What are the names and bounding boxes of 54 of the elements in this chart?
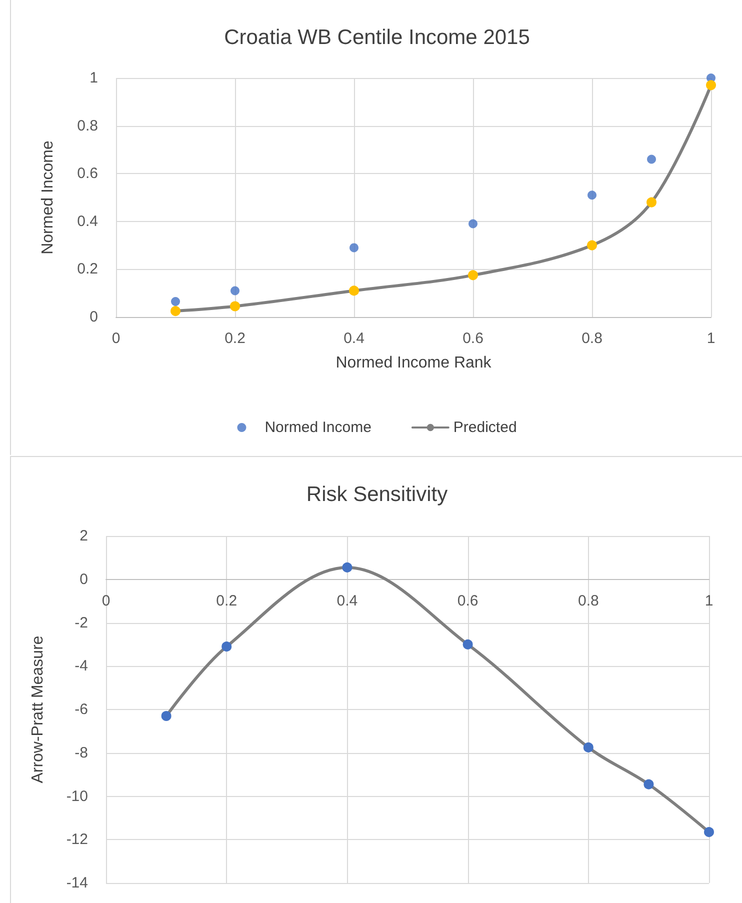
y-tick-label: -4 — [74, 658, 88, 675]
point — [170, 306, 180, 316]
x-tick-label: 0.4 — [336, 592, 358, 610]
x-tick-label: 0.8 — [578, 592, 599, 610]
x-tick-label: 1 — [704, 592, 714, 610]
x-tick-label: 0 — [102, 592, 110, 610]
point — [588, 190, 596, 200]
legend-label: Predicted — [453, 419, 517, 436]
point — [350, 243, 358, 252]
x-tick-label: 0.6 — [462, 330, 484, 347]
point — [704, 827, 714, 838]
y-tick-label: 1 — [90, 70, 98, 86]
y-axis-title: Normed Income — [40, 140, 56, 254]
point — [468, 270, 478, 280]
y-tick-label: -8 — [74, 744, 88, 762]
y-tick-label: 0 — [90, 308, 98, 326]
x-tick-label: 0.2 — [216, 592, 238, 610]
point — [161, 711, 172, 722]
y-tick-label: -14 — [66, 874, 88, 892]
x-tick-label: 0 — [112, 330, 120, 347]
x-tick-label: 0.4 — [344, 330, 364, 347]
x-tick-label: 0.8 — [582, 330, 602, 347]
y-tick-label: 0 — [80, 570, 88, 588]
point — [222, 642, 232, 652]
y-tick-label: 0.4 — [77, 212, 98, 230]
y-axis-title: Arrow-Pratt Measure — [30, 636, 46, 784]
x-tick-label: 0.2 — [224, 330, 246, 347]
point — [230, 301, 240, 312]
point — [587, 240, 597, 250]
point — [230, 286, 240, 296]
x-tick-label: 1 — [706, 330, 716, 347]
y-tick-label: -2 — [74, 614, 88, 632]
y-tick-label: 0.8 — [77, 117, 98, 134]
point — [462, 639, 473, 650]
chart-title: Risk Sensitivity — [306, 483, 448, 506]
y-tick-label: 2 — [80, 528, 88, 544]
point — [706, 80, 716, 90]
chart-title: Croatia WB Centile Income 2015 — [224, 26, 530, 49]
y-tick-label: 0.6 — [77, 165, 98, 182]
y-tick-label: 0.2 — [77, 260, 98, 278]
x-axis-title: Normed Income Rank — [336, 354, 492, 372]
point — [171, 296, 180, 306]
point — [647, 154, 656, 164]
point — [342, 562, 352, 572]
point — [468, 219, 478, 228]
y-tick-label: -6 — [74, 701, 88, 718]
point — [646, 197, 656, 208]
point — [349, 286, 359, 296]
point — [583, 742, 594, 752]
point — [644, 779, 654, 790]
y-tick-label: -10 — [66, 788, 88, 805]
x-tick-label: 0.6 — [457, 592, 478, 610]
legend-label: Normed Income — [264, 419, 372, 436]
y-tick-label: -12 — [66, 831, 88, 848]
